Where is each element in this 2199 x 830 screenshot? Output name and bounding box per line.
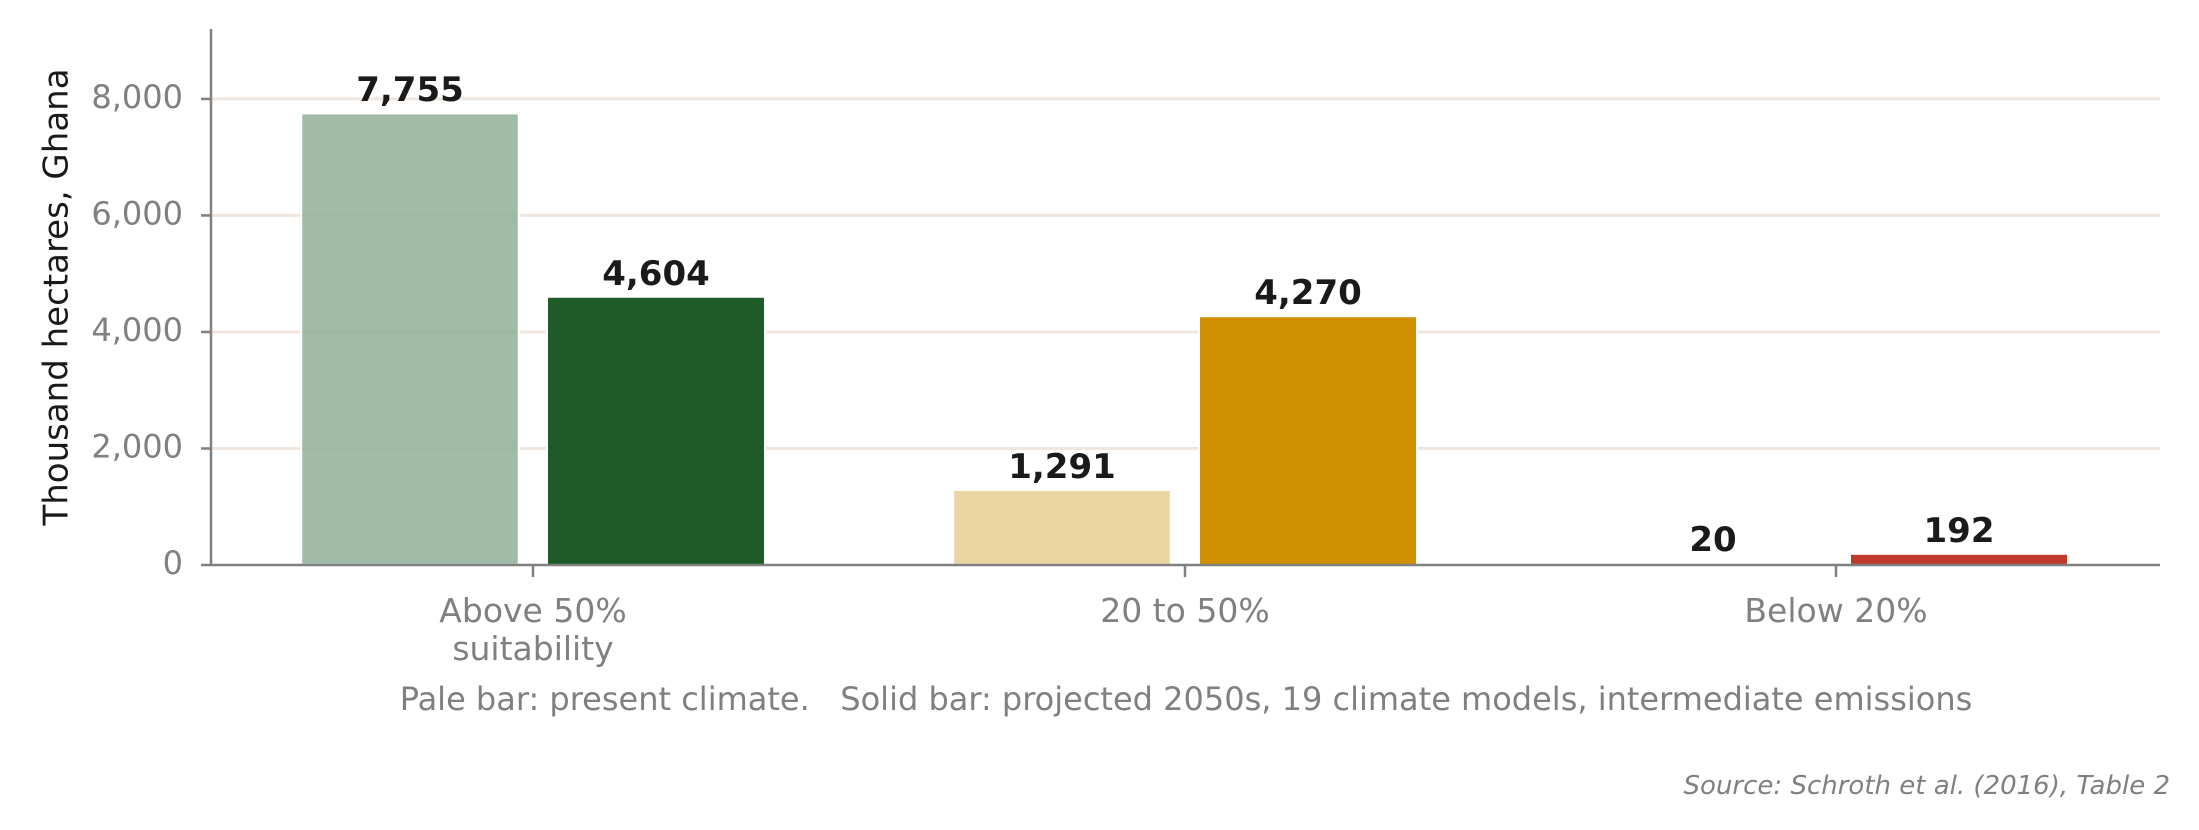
legend-note: Pale bar: present climate. Solid bar: pr… <box>400 680 1973 718</box>
y-ticks: 0 2,000 4,000 6,000 8,000 <box>91 78 211 582</box>
bar-present <box>951 488 1173 567</box>
source-note: Source: Schroth et al. (2016), Table 2 <box>1684 771 2170 801</box>
y-tick-label: 8,000 <box>91 78 183 116</box>
grid-lines <box>211 97 2160 450</box>
y-tick-label: 2,000 <box>91 427 183 465</box>
y-tick-label: 4,000 <box>91 311 183 349</box>
bar-value-label: 1,291 <box>1008 447 1116 487</box>
bar-2050s <box>1198 315 1418 566</box>
y-tick-label: 6,000 <box>91 194 183 232</box>
category-label: Above 50% suitability <box>439 591 626 668</box>
bar-value-label: 4,270 <box>1254 273 1362 313</box>
data-labels: 7,755 4,604 1,291 4,270 20 192 <box>356 70 1994 560</box>
bars <box>299 111 2069 567</box>
bar-value-label: 7,755 <box>356 70 464 110</box>
bar-value-label: 20 <box>1689 520 1736 560</box>
bar-2050s <box>546 295 766 566</box>
bar-value-label: 4,604 <box>602 254 710 294</box>
x-ticks: Above 50% suitability 20 to 50% Below 20% <box>439 565 1928 668</box>
y-axis-label: Thousand hectares, Ghana <box>37 68 77 526</box>
category-label: 20 to 50% <box>1100 591 1269 630</box>
bar-present <box>299 111 521 567</box>
y-tick-label: 0 <box>163 544 183 582</box>
bar-2050s <box>1849 552 2069 566</box>
category-label: Below 20% <box>1744 591 1927 630</box>
bar-value-label: 192 <box>1924 511 1995 551</box>
